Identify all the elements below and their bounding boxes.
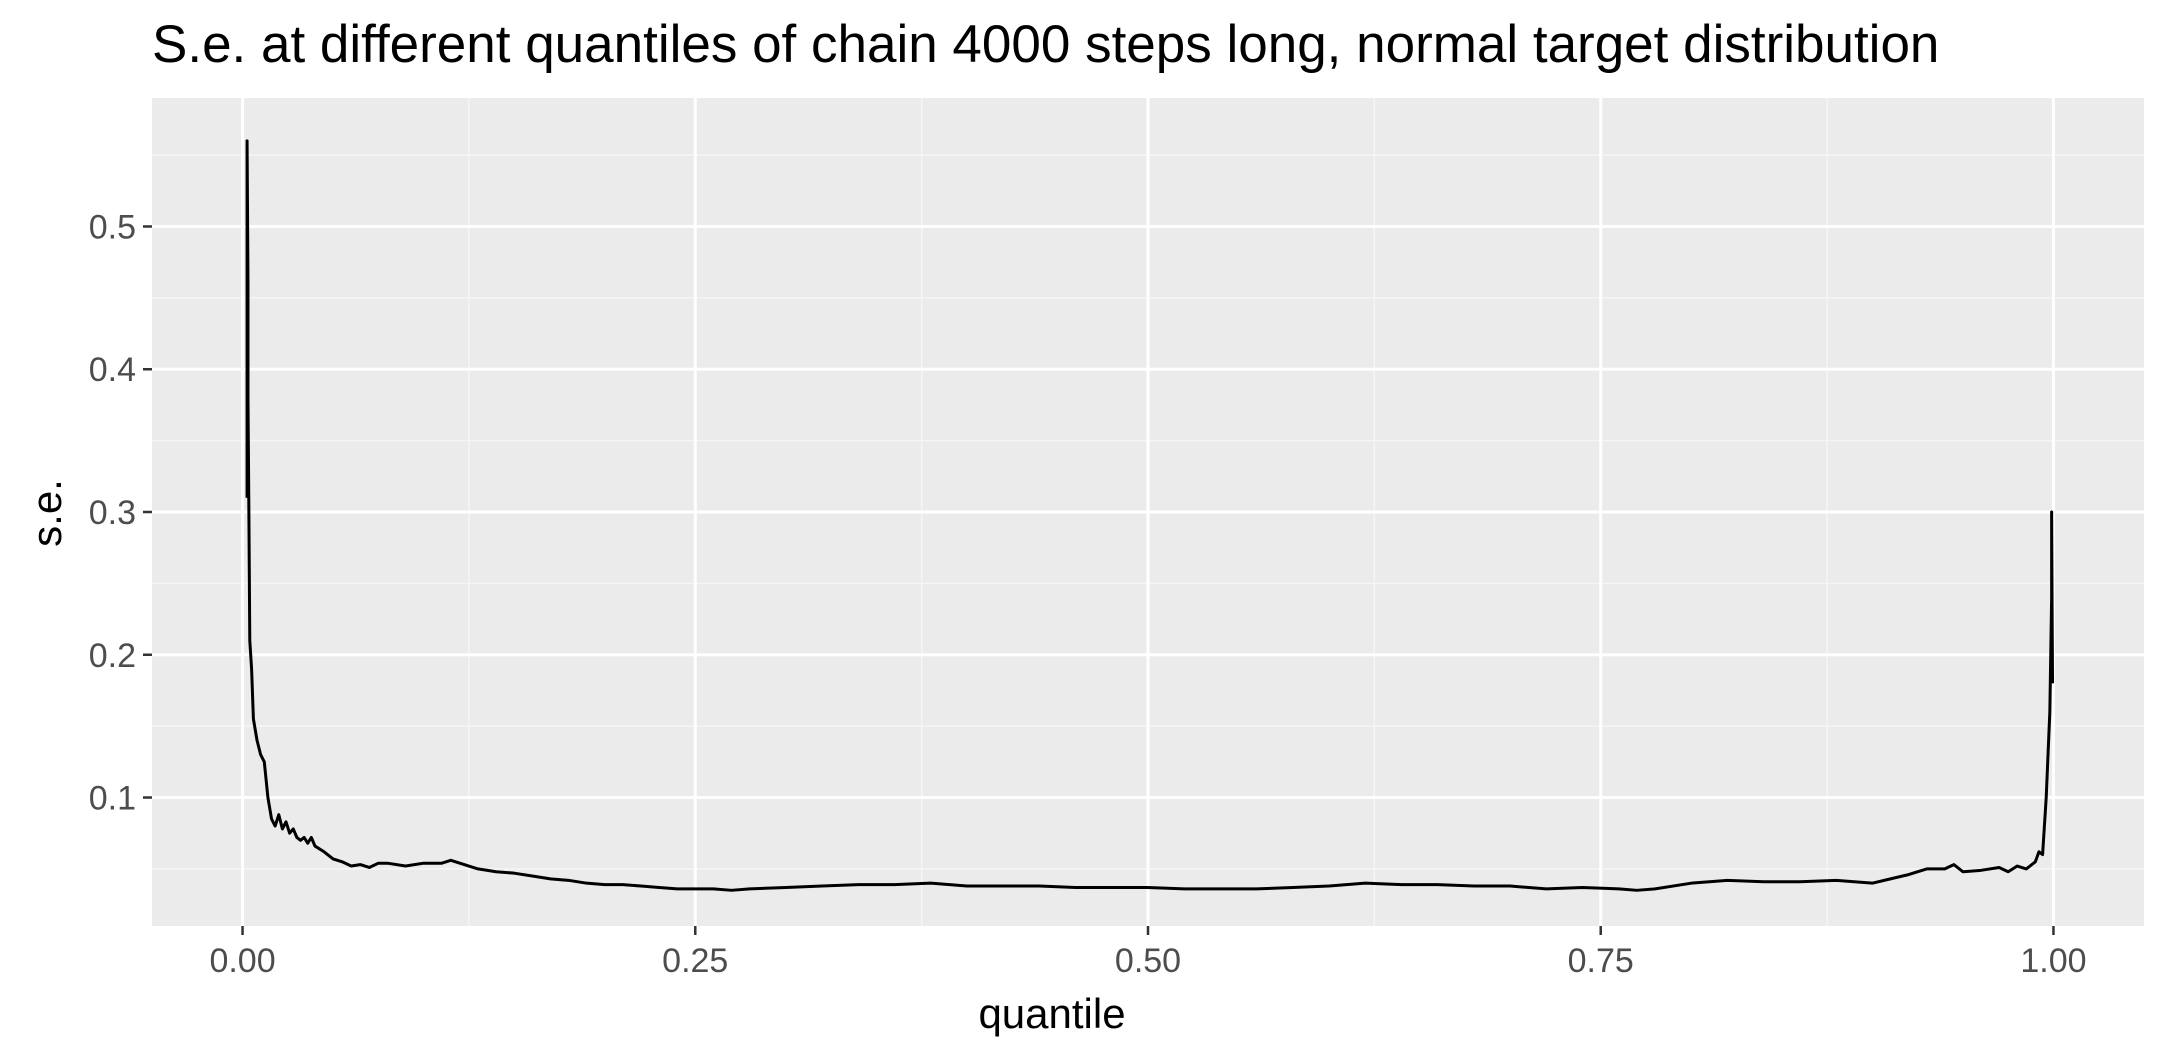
grid-major xyxy=(152,98,2144,926)
y-tick-label: 0.3 xyxy=(89,494,136,532)
x-tick-label: 0.00 xyxy=(209,942,275,980)
y-tick-label: 0.2 xyxy=(89,637,136,675)
y-tick-label: 0.5 xyxy=(89,208,136,246)
y-tick-label: 0.4 xyxy=(89,351,136,389)
x-axis-label: quantile xyxy=(978,990,1126,1037)
y-tick-label: 0.1 xyxy=(89,780,136,818)
x-tick-label: 0.25 xyxy=(662,942,728,980)
y-axis: 0.1 0.2 0.3 0.4 0.5 xyxy=(89,208,152,818)
y-axis-label: s.e. xyxy=(23,479,70,547)
x-axis: 0.00 0.25 0.50 0.75 1.00 xyxy=(209,926,2087,980)
chart-title: S.e. at different quantiles of chain 400… xyxy=(152,15,1940,74)
x-tick-label: 1.00 xyxy=(2020,942,2086,980)
x-tick-label: 0.75 xyxy=(1568,942,1634,980)
series-line xyxy=(245,139,2055,892)
x-tick-label: 0.50 xyxy=(1115,942,1181,980)
